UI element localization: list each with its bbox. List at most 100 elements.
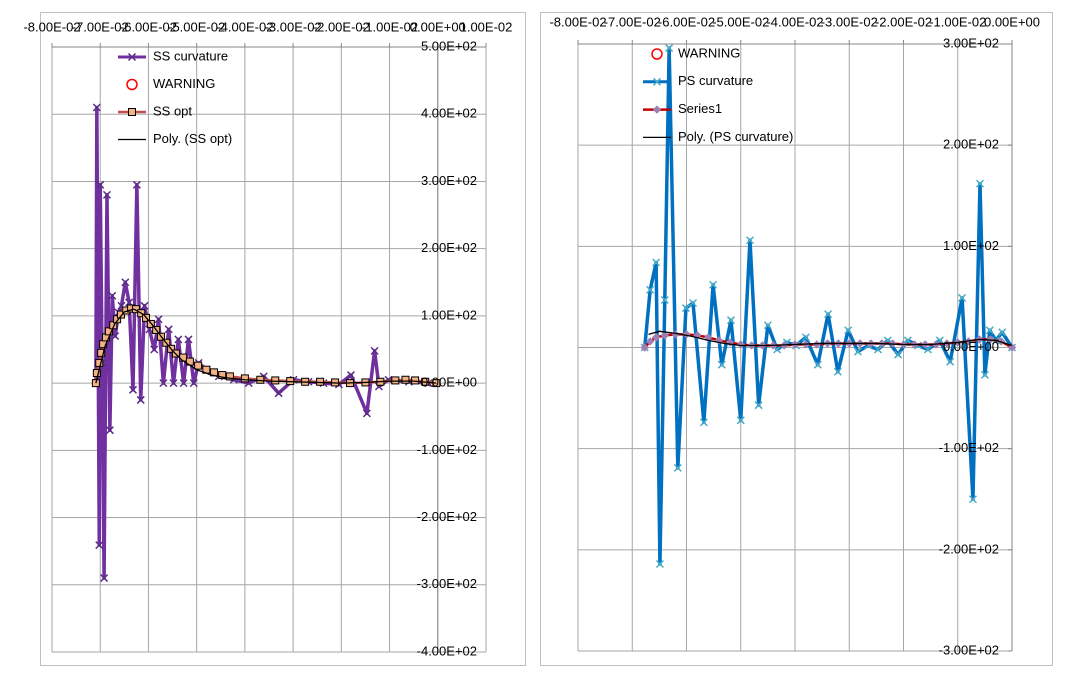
marker xyxy=(104,327,113,336)
marker xyxy=(136,395,145,404)
marker xyxy=(102,190,112,199)
marker xyxy=(655,559,664,569)
marker xyxy=(128,385,138,394)
marker xyxy=(801,333,810,342)
y-tick-label: 1.00E+02 xyxy=(943,238,999,253)
marker xyxy=(126,78,138,91)
marker xyxy=(998,328,1007,337)
series-line xyxy=(95,308,437,384)
marker xyxy=(736,416,745,425)
marker xyxy=(108,291,117,300)
marker xyxy=(164,325,173,334)
x-tick-label: -6.00E-02 xyxy=(658,14,715,29)
marker xyxy=(150,345,159,354)
marker xyxy=(726,316,736,325)
marker xyxy=(96,180,105,189)
marker xyxy=(652,77,662,86)
marker xyxy=(813,360,822,369)
y-tick-label: 3.00E+02 xyxy=(943,35,999,50)
marker xyxy=(853,347,862,356)
x-tick-label: -7.00E-02 xyxy=(604,14,661,29)
marker xyxy=(128,108,136,116)
marker xyxy=(271,376,280,385)
x-tick-label: -5.00E-02 xyxy=(168,19,225,34)
marker xyxy=(411,376,420,385)
x-tick-label: -2.00E-02 xyxy=(875,14,932,29)
x-tick-label: -3.00E-02 xyxy=(265,19,322,34)
marker xyxy=(105,426,114,435)
marker xyxy=(968,495,977,504)
marker xyxy=(736,340,745,349)
y-tick-label: -4.00E+02 xyxy=(417,643,477,658)
x-tick-label: -2.00E-02 xyxy=(313,19,370,34)
legend-label: SS curvature xyxy=(153,48,228,63)
marker xyxy=(100,574,109,583)
marker xyxy=(958,293,967,302)
plot xyxy=(51,43,487,653)
marker xyxy=(370,346,379,355)
marker xyxy=(127,52,137,62)
marker xyxy=(824,310,833,319)
x-tick-label: -6.00E-02 xyxy=(120,19,177,34)
marker xyxy=(652,105,662,114)
legend-label: WARNING xyxy=(678,45,740,60)
marker xyxy=(179,353,188,362)
marker xyxy=(121,278,130,287)
x-tick-label: -7.00E-02 xyxy=(72,19,129,34)
x-tick-label: -5.00E-02 xyxy=(712,14,769,29)
marker xyxy=(97,348,106,357)
marker xyxy=(640,343,649,352)
marker xyxy=(169,379,178,388)
marker xyxy=(225,372,234,381)
marker xyxy=(189,379,198,388)
legend-label: Series1 xyxy=(678,101,722,116)
marker xyxy=(95,541,104,550)
marker xyxy=(346,371,356,380)
legend-label: WARNING xyxy=(153,76,215,91)
x-tick-label: -3.00E-02 xyxy=(821,14,878,29)
marker xyxy=(699,418,708,427)
marker xyxy=(140,301,149,310)
marker xyxy=(401,375,410,384)
marker xyxy=(745,236,755,245)
y-tick-label: -1.00E+02 xyxy=(417,442,477,457)
marker xyxy=(681,304,690,313)
marker xyxy=(651,333,661,342)
marker xyxy=(362,409,371,418)
x-tick-label: -8.00E-02 xyxy=(549,14,606,29)
x-tick-label: 0.00E+00 xyxy=(984,14,1040,29)
x-tick-label: 0.00E+00 xyxy=(410,19,466,34)
marker xyxy=(240,374,249,383)
marker xyxy=(894,350,903,359)
marker xyxy=(179,379,188,388)
marker xyxy=(946,357,955,366)
marker xyxy=(844,326,853,335)
marker xyxy=(660,295,669,304)
marker xyxy=(116,310,125,319)
marker xyxy=(194,361,203,370)
marker xyxy=(646,285,655,294)
y-tick-label: 2.00E+02 xyxy=(943,137,999,152)
marker xyxy=(92,103,101,112)
marker xyxy=(391,376,400,385)
chart-frame xyxy=(40,12,526,666)
y-tick-label: 5.00E+02 xyxy=(421,38,477,53)
marker xyxy=(218,371,227,380)
y-tick-label: 0.00E+00 xyxy=(421,375,477,390)
y-tick-label: -3.00E+02 xyxy=(417,576,477,591)
marker xyxy=(316,377,325,386)
marker xyxy=(660,331,670,340)
x-tick-label: -8.00E-02 xyxy=(23,19,80,34)
y-tick-label: -3.00E+02 xyxy=(939,642,999,657)
y-tick-label: 3.00E+02 xyxy=(421,173,477,188)
x-tick-label: -4.00E-02 xyxy=(216,19,273,34)
marker xyxy=(986,335,995,344)
marker xyxy=(652,258,661,267)
y-tick-label: -2.00E+02 xyxy=(939,541,999,556)
marker xyxy=(95,358,104,367)
series-line xyxy=(648,330,1013,347)
marker xyxy=(717,360,726,369)
marker xyxy=(651,48,663,60)
